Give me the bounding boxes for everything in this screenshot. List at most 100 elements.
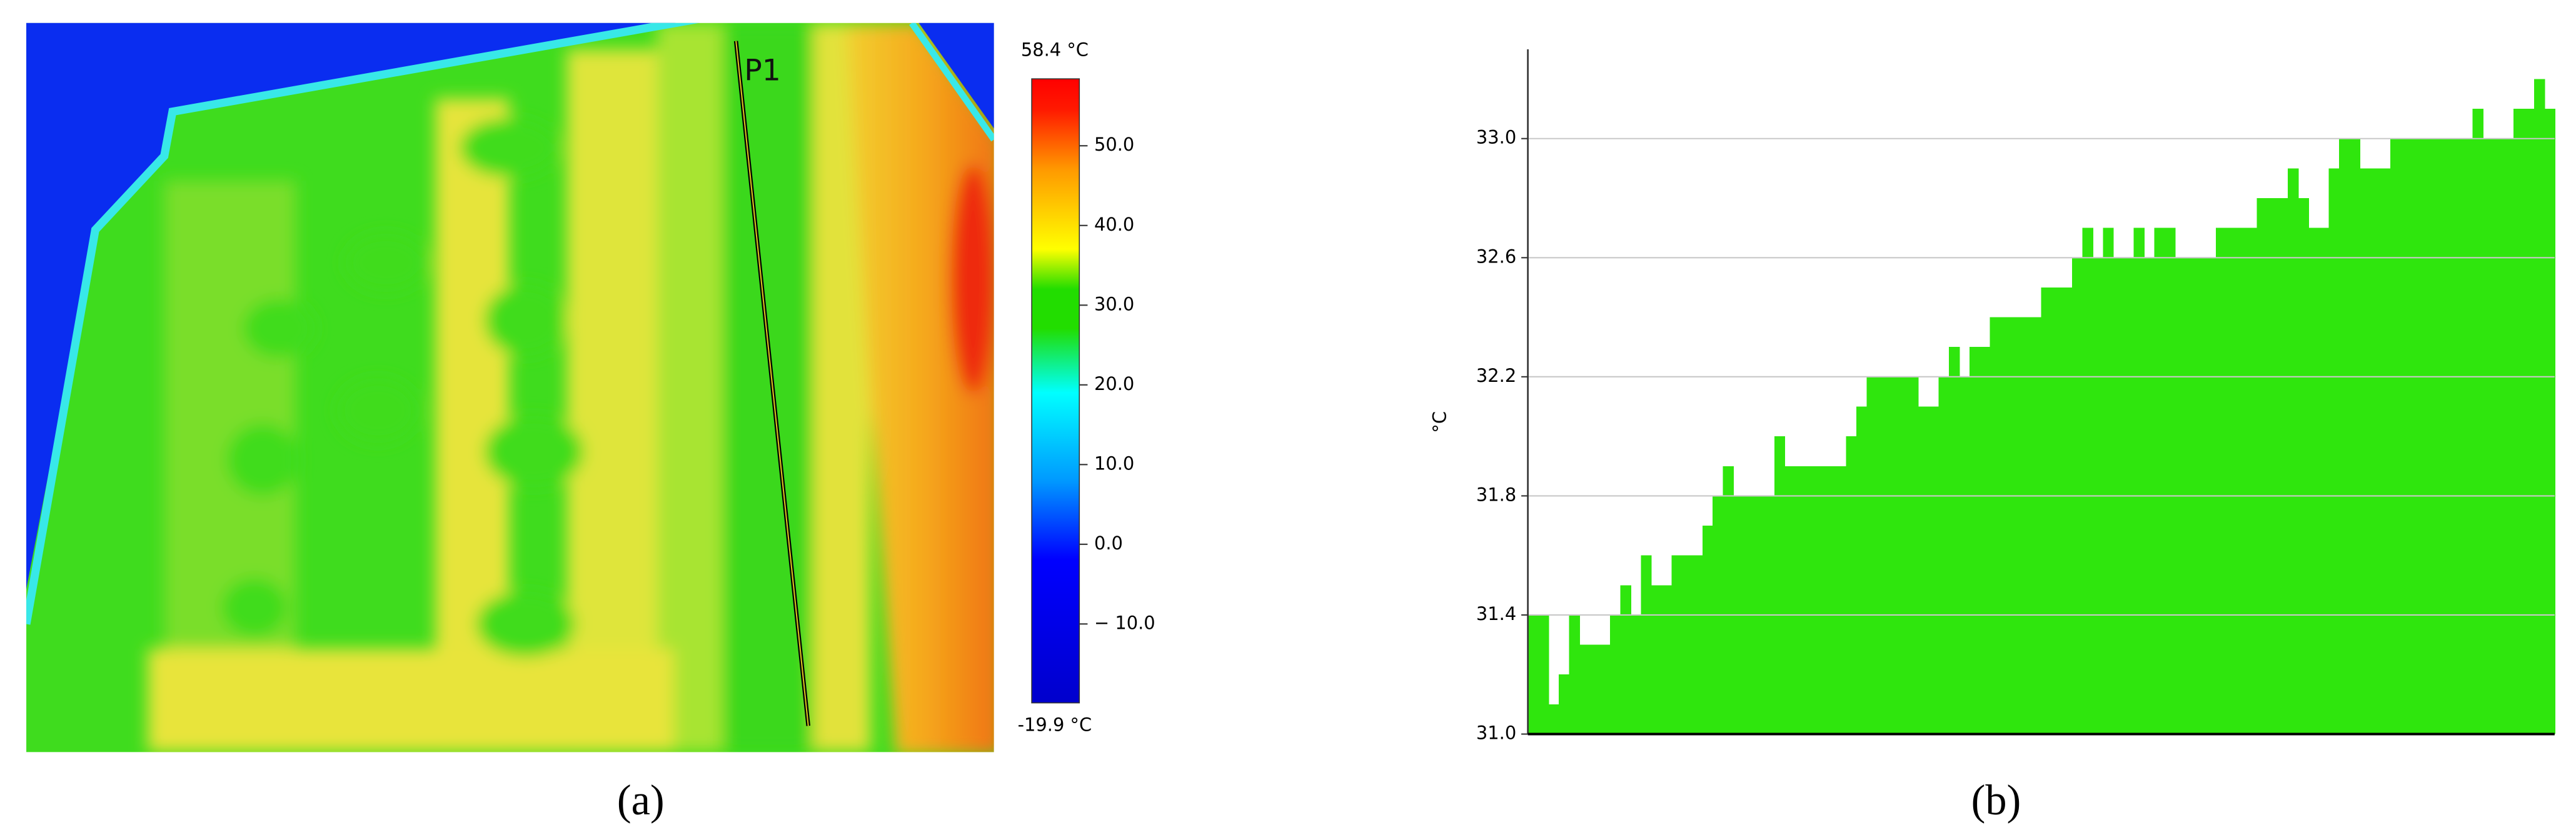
- cool-spot: [345, 233, 428, 292]
- bar: [1928, 406, 1940, 734]
- cool-spot: [485, 284, 567, 357]
- bar: [1774, 436, 1786, 734]
- bar: [2103, 228, 2114, 734]
- warm-band: [657, 22, 723, 752]
- bar: [1548, 704, 1559, 734]
- bar: [2154, 228, 2165, 734]
- bar: [2031, 317, 2042, 734]
- colorbar-tick-label: 10.0: [1094, 452, 1134, 474]
- cool-spot: [476, 591, 575, 658]
- colorbar-min-label: -19.9 °C: [1018, 714, 1092, 735]
- colorbar-tick-label: 50.0: [1094, 134, 1134, 155]
- bar: [2164, 228, 2176, 734]
- sky-region: [26, 22, 675, 589]
- bar: [2277, 198, 2288, 734]
- sky-region: [918, 22, 994, 129]
- bar: [1681, 555, 1693, 734]
- bar: [2431, 138, 2443, 734]
- bar: [1599, 644, 1611, 734]
- bar: [2410, 138, 2422, 734]
- y-tick-label: 32.2: [1476, 365, 1516, 386]
- bar: [1918, 406, 1929, 734]
- bar: [1671, 555, 1683, 734]
- bar: [1784, 466, 1796, 734]
- colorbar-tick-label: − 10.0: [1094, 612, 1155, 633]
- bar: [2082, 228, 2093, 734]
- bar: [1723, 466, 1734, 734]
- bar: [1702, 526, 1714, 734]
- bar: [2000, 317, 2011, 734]
- bar: [2051, 287, 2063, 734]
- bar: [1558, 674, 1570, 734]
- bar: [2421, 138, 2432, 734]
- bar: [2061, 287, 2073, 734]
- colorbar-tick-label: 30.0: [1094, 293, 1134, 314]
- cool-spot: [243, 299, 316, 358]
- y-axis-label: °C: [1429, 411, 1450, 433]
- bar: [1538, 614, 1549, 734]
- colorbar-tick-label: 0.0: [1094, 532, 1123, 554]
- bar: [1620, 585, 1631, 734]
- bar: [2215, 228, 2227, 734]
- bar: [1876, 376, 1888, 734]
- bar: [1969, 347, 1981, 734]
- bar: [1805, 466, 1816, 734]
- bar: [1610, 614, 1621, 734]
- bar: [2308, 228, 2320, 734]
- bar: [1897, 376, 1909, 734]
- bar: [2544, 109, 2555, 734]
- bar: [2010, 317, 2021, 734]
- bar: [1866, 376, 1878, 734]
- warm-band: [148, 648, 674, 752]
- colorbar-max-label: 58.4 °C: [1021, 39, 1089, 60]
- bar: [1825, 466, 1837, 734]
- edge: [26, 22, 699, 625]
- plot-area: 31.0 31.4 31.8 32.2 32.6 33.0: [1476, 49, 2555, 744]
- bar: [2349, 138, 2360, 734]
- bar: [2338, 138, 2350, 734]
- bar: [1948, 347, 1960, 734]
- bar: [1692, 555, 1703, 734]
- bar: [1938, 376, 1950, 734]
- warm-band: [566, 49, 658, 752]
- y-tick-label: 31.4: [1476, 603, 1516, 624]
- y-tick-label: 31.8: [1476, 484, 1516, 505]
- bar: [1815, 466, 1826, 734]
- hot-spot: [949, 164, 994, 394]
- bar: [1527, 614, 1539, 734]
- cool-spot: [460, 118, 559, 178]
- bar: [1661, 585, 1673, 734]
- caption: (b): [1971, 776, 2021, 824]
- y-tick-label: 32.6: [1476, 246, 1516, 267]
- bar: [2318, 228, 2330, 734]
- bar: [2267, 198, 2278, 734]
- bar: [2462, 138, 2473, 734]
- profile-label: P1: [744, 54, 781, 88]
- bar: [2523, 109, 2535, 734]
- cool-spot: [221, 578, 288, 638]
- bar: [2472, 109, 2483, 734]
- bar: [2020, 317, 2032, 734]
- bar: [1990, 317, 2001, 734]
- bar: [2328, 168, 2340, 734]
- bar: [2298, 198, 2309, 734]
- bar: [2257, 198, 2268, 734]
- thermal-regions: [148, 22, 994, 752]
- bar: [1569, 614, 1580, 734]
- bar: [2133, 228, 2145, 734]
- bar: [2236, 228, 2248, 734]
- bar: [2482, 138, 2494, 734]
- cool-spot: [485, 415, 583, 488]
- profile-line: [735, 41, 809, 726]
- thermal-image: [26, 22, 994, 752]
- bar: [2390, 138, 2402, 734]
- cool-spot: [226, 423, 299, 496]
- bar: [1589, 644, 1601, 734]
- bar: [1908, 376, 1919, 734]
- bar: [1980, 347, 1991, 734]
- bar: [1959, 376, 1970, 734]
- caption: (a): [617, 776, 665, 824]
- bar: [1630, 614, 1642, 734]
- bar: [2503, 138, 2515, 734]
